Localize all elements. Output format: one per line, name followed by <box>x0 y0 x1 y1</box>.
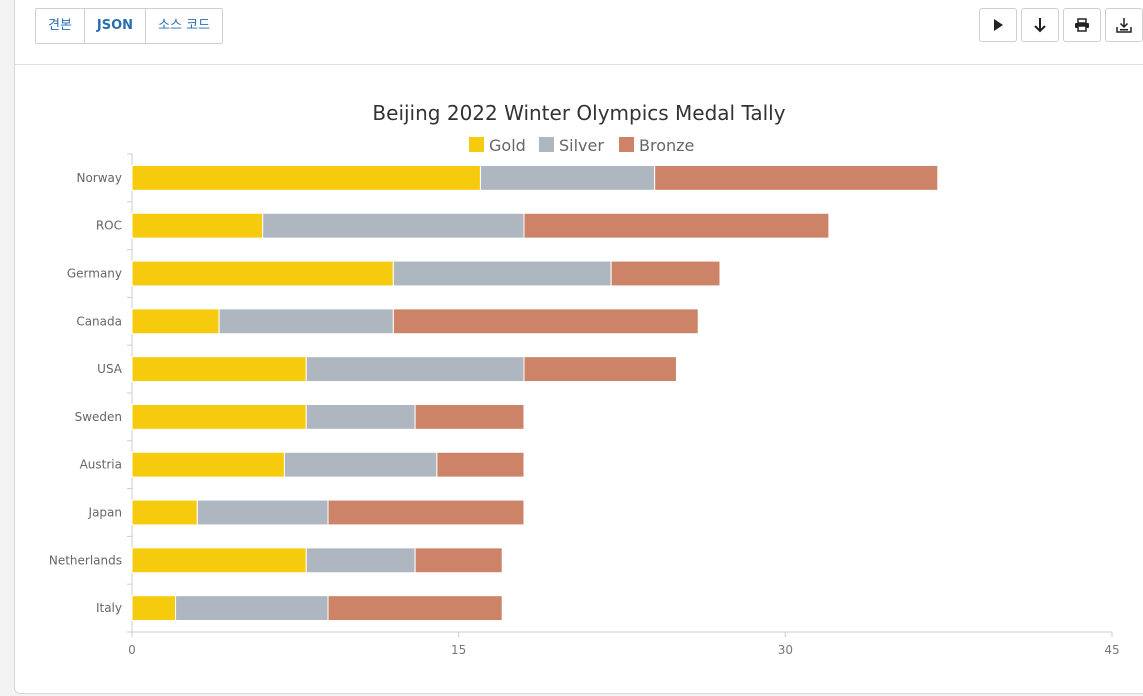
legend-label-bronze: Bronze <box>639 136 694 155</box>
view-tabs: 견본 JSON 소스 코드 <box>35 8 224 44</box>
bar-gold-roc <box>131 212 264 239</box>
x-tick-label: 30 <box>778 643 793 657</box>
bar-silver-norway <box>479 164 656 191</box>
bar-bronze-canada <box>392 308 699 335</box>
bar-bronze-usa <box>523 356 677 383</box>
bar-gold-sweden <box>131 403 307 430</box>
download-button[interactable] <box>1021 8 1059 42</box>
bar-bronze-austria <box>436 451 525 478</box>
bar-bronze-germany <box>610 260 721 287</box>
medal-bar-chart: Beijing 2022 Winter Olympics Medal Tally… <box>49 101 1120 657</box>
bar-gold-canada <box>131 308 220 335</box>
y-tick-label: Netherlands <box>49 553 122 567</box>
bar-gold-japan <box>131 499 198 526</box>
tab-source-code[interactable]: 소스 코드 <box>158 18 211 33</box>
y-tick-label: Sweden <box>75 410 122 424</box>
legend-swatch-gold <box>469 137 484 152</box>
chart-panel: 견본 JSON 소스 코드 <box>14 0 1143 694</box>
chart-legend: Gold Silver Bronze <box>469 136 694 155</box>
print-button[interactable] <box>1063 8 1101 42</box>
bar-bronze-roc <box>523 212 830 239</box>
bar-bronze-sweden <box>414 403 525 430</box>
y-tick-label: Austria <box>80 458 122 472</box>
bar-gold-norway <box>131 164 481 191</box>
bar-silver-usa <box>305 356 525 383</box>
action-buttons <box>979 8 1143 42</box>
legend-label-silver: Silver <box>559 136 604 155</box>
bar-silver-canada <box>218 308 394 335</box>
bar-gold-germany <box>131 260 394 287</box>
y-tick-label: Canada <box>76 314 122 328</box>
chart-title: Beijing 2022 Winter Olympics Medal Tally <box>372 101 785 125</box>
bar-bronze-japan <box>327 499 525 526</box>
x-tick-label: 15 <box>451 643 466 657</box>
save-button[interactable] <box>1105 8 1143 42</box>
bar-silver-sweden <box>305 403 416 430</box>
x-tick-label: 0 <box>128 643 136 657</box>
y-tick-label: Germany <box>67 267 122 281</box>
bar-gold-italy <box>131 595 177 622</box>
bar-silver-netherlands <box>305 547 416 574</box>
y-tick-label: Norway <box>76 171 122 185</box>
play-icon <box>994 19 1003 31</box>
tab-sample[interactable]: 견본 <box>36 9 85 43</box>
print-icon <box>1075 18 1089 32</box>
save-icon <box>1116 18 1132 33</box>
bar-bronze-italy <box>327 595 503 622</box>
download-arrow-icon <box>1034 18 1046 33</box>
toolbar: 견본 JSON 소스 코드 <box>15 0 1143 65</box>
y-tick-label: ROC <box>96 219 122 233</box>
legend-swatch-bronze <box>619 137 634 152</box>
y-tick-label: Japan <box>88 506 122 520</box>
tab-json[interactable]: JSON <box>85 9 147 43</box>
bar-gold-austria <box>131 451 285 478</box>
x-tick-label: 45 <box>1104 643 1119 657</box>
y-tick-label: Italy <box>96 601 122 615</box>
legend-swatch-silver <box>539 137 554 152</box>
legend-label-gold: Gold <box>489 136 526 155</box>
play-button[interactable] <box>979 8 1017 42</box>
bar-gold-netherlands <box>131 547 307 574</box>
bar-bronze-norway <box>654 164 939 191</box>
bar-gold-usa <box>131 356 307 383</box>
plot-area: 0 15 30 45 Norway ROC Germany Canada USA Sweden Au… <box>49 153 1120 657</box>
bar-bronze-netherlands <box>414 547 503 574</box>
bar-silver-germany <box>392 260 612 287</box>
bar-silver-japan <box>196 499 329 526</box>
chart-area: Beijing 2022 Winter Olympics Medal Tally… <box>15 66 1140 666</box>
bar-silver-austria <box>283 451 438 478</box>
bar-silver-roc <box>262 212 525 239</box>
y-tick-label: USA <box>97 362 123 376</box>
bar-silver-italy <box>175 595 329 622</box>
